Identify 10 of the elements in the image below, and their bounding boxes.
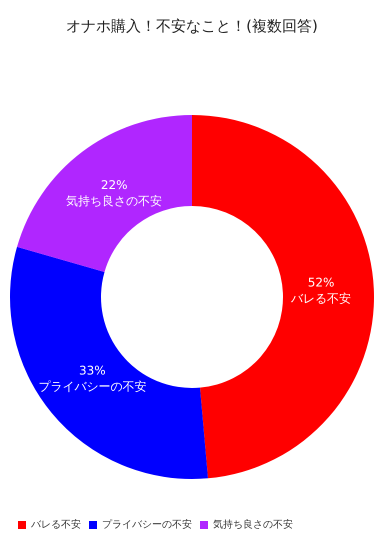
slice-label: バレる不安 [290,291,352,306]
legend-label: プライバシーの不安 [102,518,192,531]
legend-label: バレる不安 [30,518,81,531]
chart-title: オナホ購入！不安なこと！(複数回答) [66,16,318,35]
slice-label: プライバシーの不安 [38,379,146,394]
data-label: 52% [308,275,334,290]
data-label: 22% [100,178,128,192]
data-label: 33% [79,363,106,378]
slice-label: 気持ち良さの不安 [66,194,162,208]
legend-label: 気持ち良さの不安 [213,518,293,531]
